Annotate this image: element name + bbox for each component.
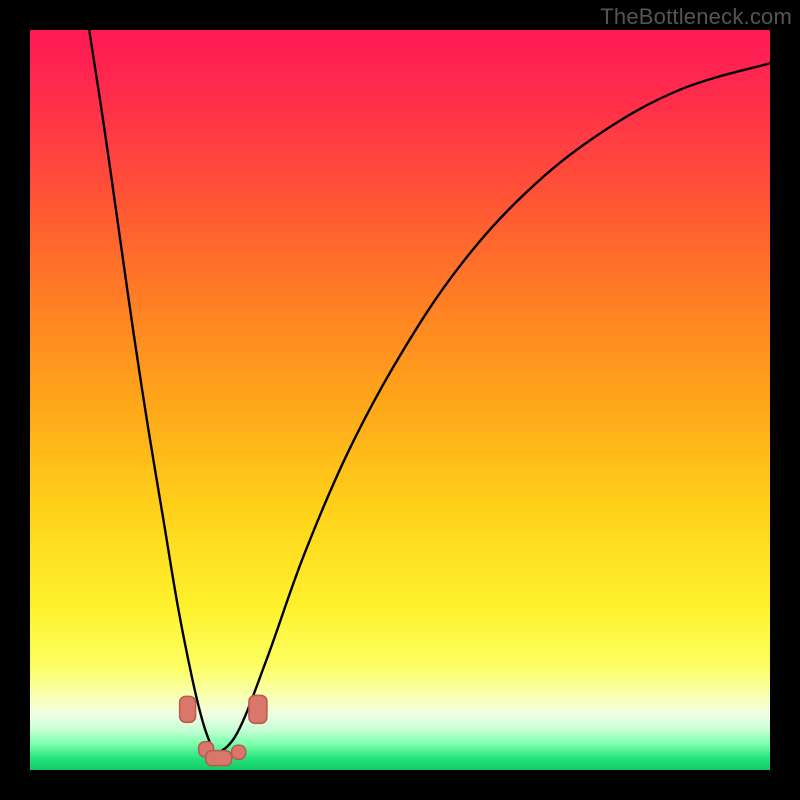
curve-marker xyxy=(206,751,232,766)
curve-marker xyxy=(249,695,267,723)
chart-svg xyxy=(0,0,800,800)
curve-marker xyxy=(232,745,246,759)
chart-stage: TheBottleneck.com xyxy=(0,0,800,800)
plot-background-gradient xyxy=(30,30,770,770)
watermark-text: TheBottleneck.com xyxy=(600,4,792,30)
curve-marker xyxy=(180,696,196,722)
